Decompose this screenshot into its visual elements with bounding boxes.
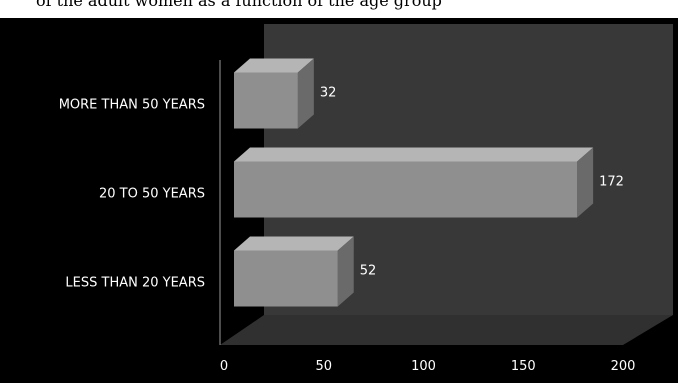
caption-fragment: of the adult women as a function of the … xyxy=(0,0,678,18)
x-tick-label: 50 xyxy=(315,359,332,374)
bar-side-face xyxy=(337,236,354,307)
bar-side-face xyxy=(577,147,594,218)
data-label: 52 xyxy=(360,264,377,279)
bar-chart: 32 MORE THAN 50 YEARS 172 20 TO 50 YEARS 52 L… xyxy=(0,18,678,383)
bar-top-face xyxy=(234,58,314,73)
labels-group: 32 MORE THAN 50 YEARS 172 20 TO 50 YEARS 52 L… xyxy=(59,86,636,375)
data-label: 32 xyxy=(320,86,337,101)
caption-text: of the adult women as a function of the … xyxy=(36,0,442,10)
bar xyxy=(234,58,314,129)
bar-top-face xyxy=(234,147,594,162)
x-tick-label: 0 xyxy=(220,359,228,374)
category-label: LESS THAN 20 YEARS xyxy=(65,276,205,291)
chart-floor xyxy=(220,315,673,345)
category-label: MORE THAN 50 YEARS xyxy=(59,98,205,113)
x-tick-label: 200 xyxy=(611,359,636,374)
bar-front-face xyxy=(234,250,338,307)
category-label: 20 TO 50 YEARS xyxy=(99,187,205,202)
data-label: 172 xyxy=(599,175,624,190)
chart-canvas: 32 MORE THAN 50 YEARS 172 20 TO 50 YEARS 52 L… xyxy=(59,24,673,375)
bar xyxy=(234,236,354,307)
bar-front-face xyxy=(234,72,298,129)
bar-front-face xyxy=(234,161,578,218)
x-tick-label: 150 xyxy=(511,359,536,374)
bars-group xyxy=(234,58,594,307)
bar xyxy=(234,147,594,218)
bar-top-face xyxy=(234,236,354,251)
x-tick-label: 100 xyxy=(411,359,436,374)
bar-side-face xyxy=(297,58,314,129)
